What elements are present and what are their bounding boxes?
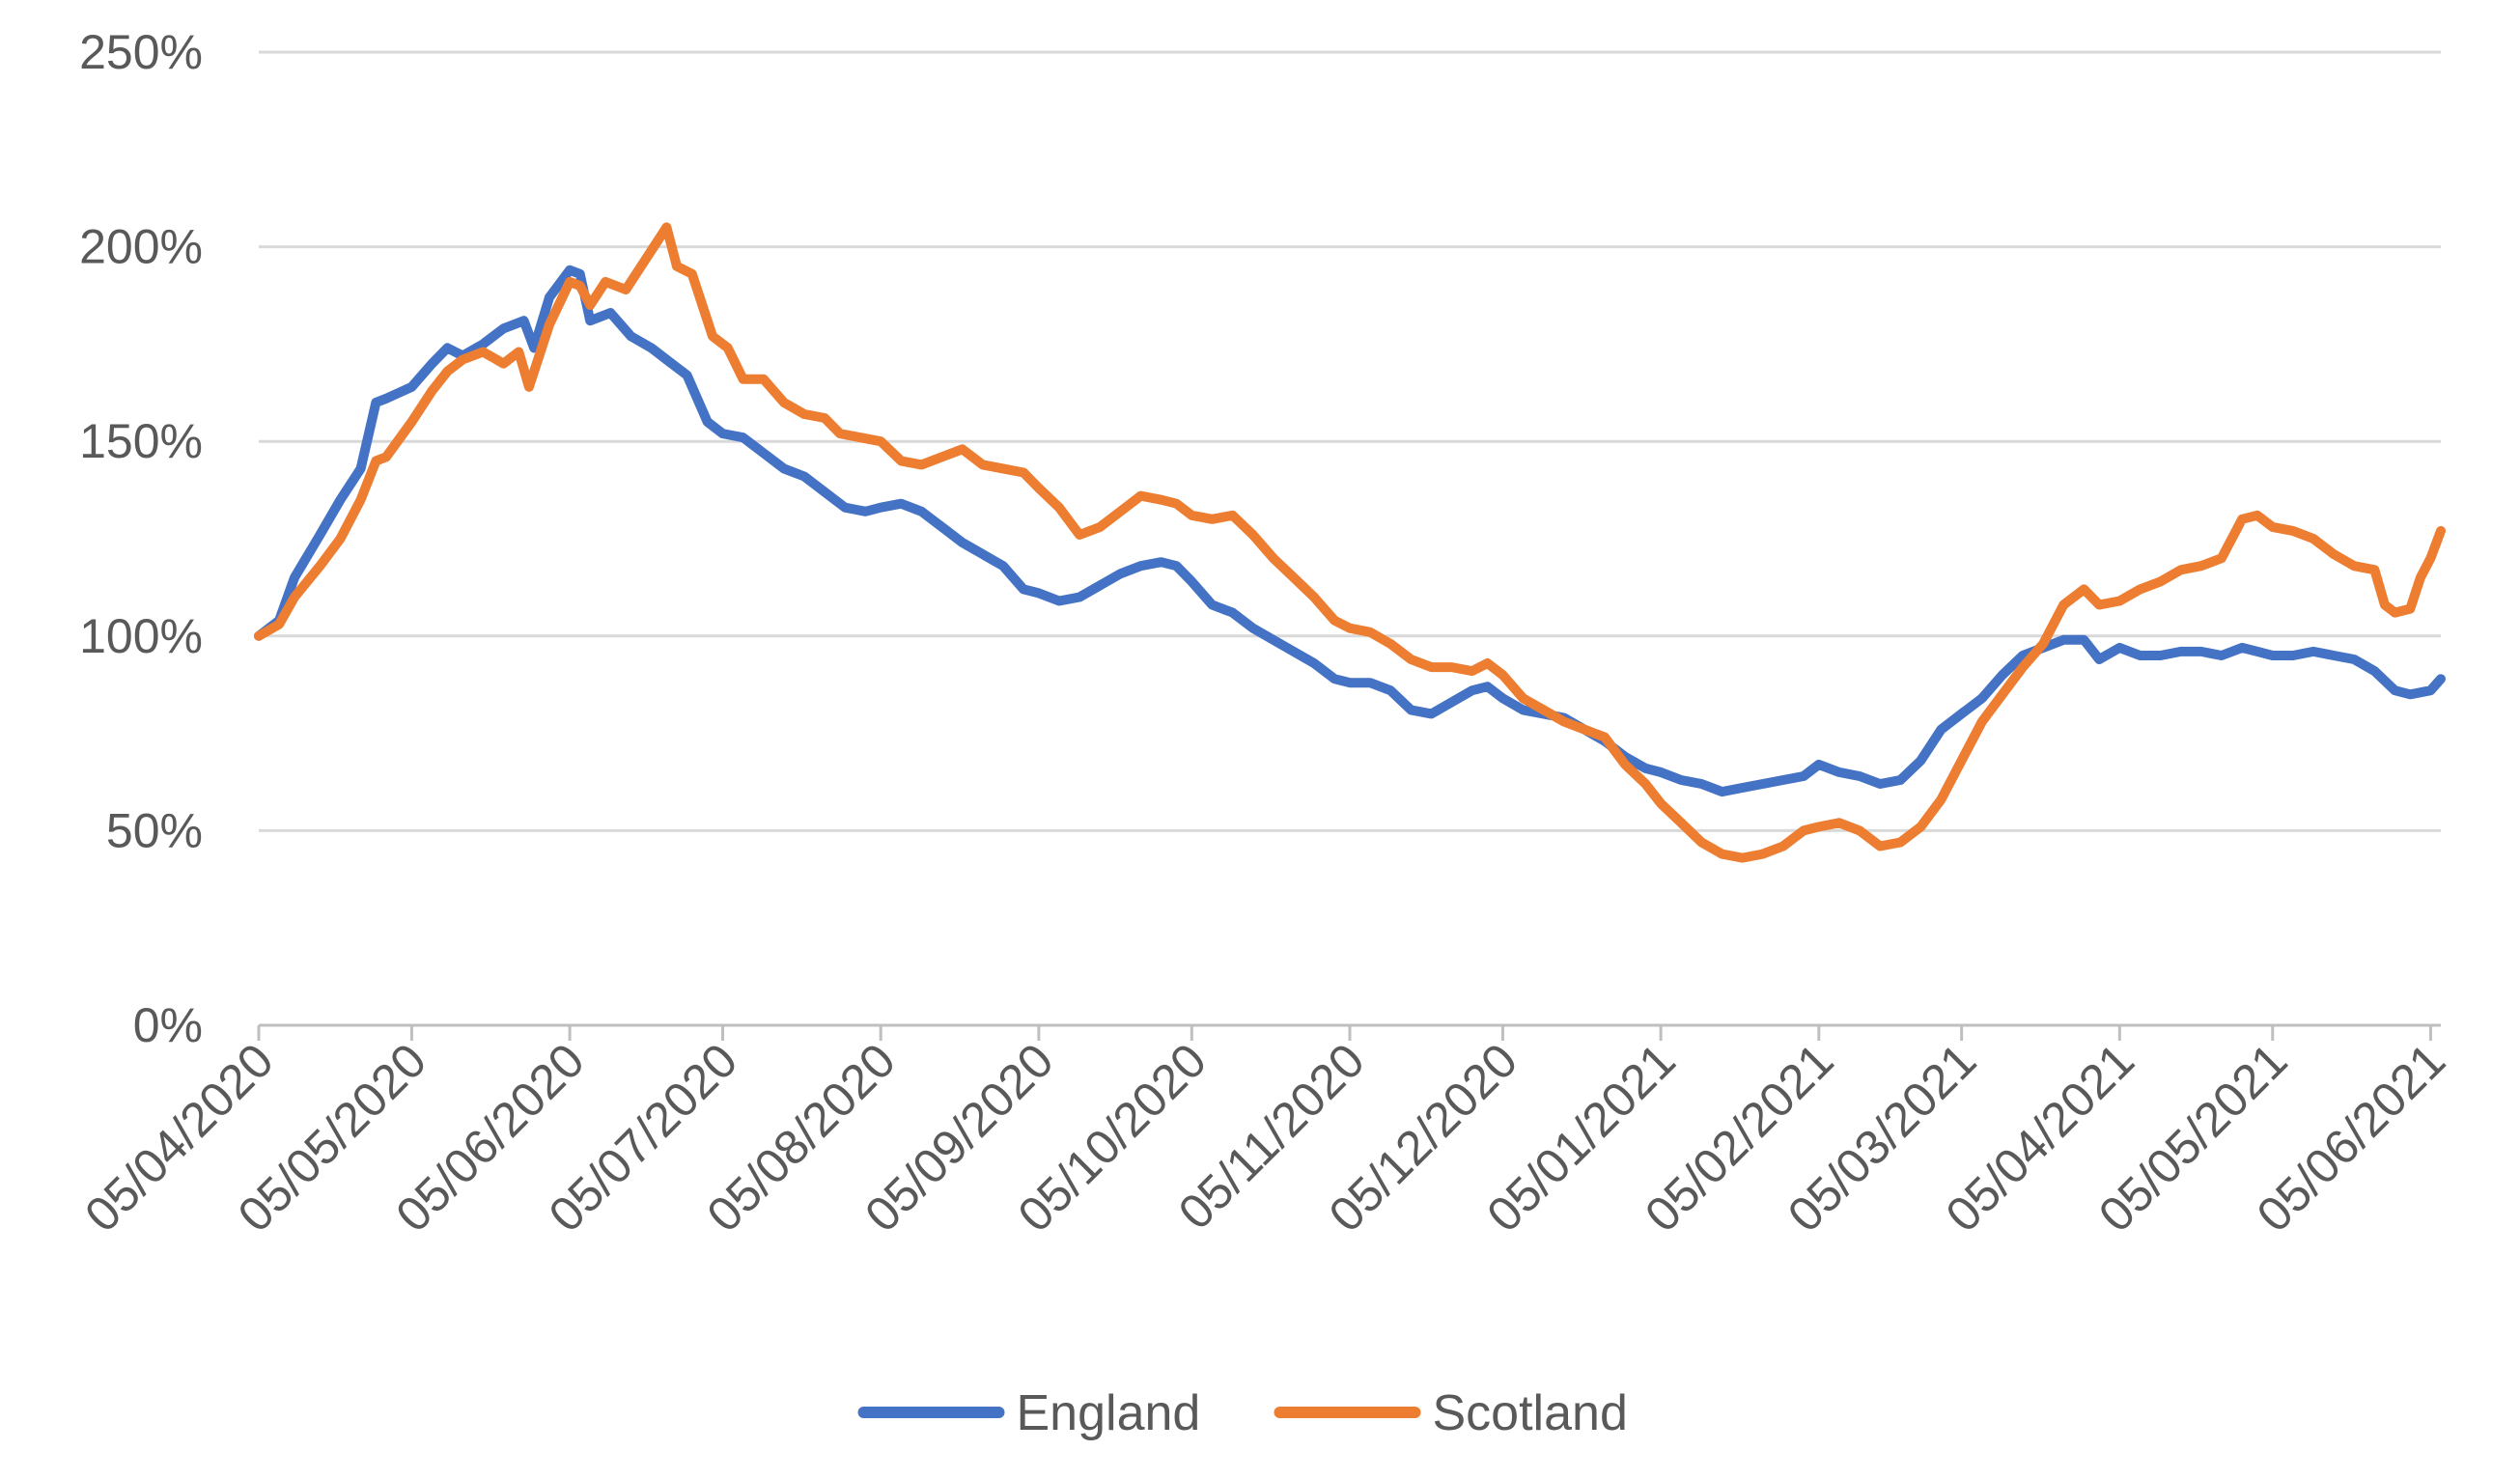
series-line-england — [254, 265, 2446, 797]
x-axis: 05/04/202005/05/202005/06/202005/07/2020… — [74, 1025, 2455, 1242]
y-tick-label: 250% — [79, 25, 203, 79]
y-tick-label: 200% — [79, 220, 203, 274]
series-line-scotland — [254, 222, 2446, 863]
legend-item-scotland: Scotland — [1274, 1385, 1628, 1441]
y-tick-label: 0% — [133, 998, 203, 1052]
y-tick-label: 50% — [106, 803, 203, 857]
gridlines — [259, 50, 2441, 1027]
y-tick-label: 150% — [79, 414, 203, 468]
legend-item-england: England — [857, 1385, 1201, 1441]
y-axis: 0% 50% 100% 150% 200% 250% — [79, 25, 203, 1052]
legend-label: England — [1017, 1385, 1201, 1441]
legend-label: Scotland — [1433, 1385, 1628, 1441]
series-lines — [254, 222, 2446, 863]
legend: England Scotland — [857, 1385, 1628, 1441]
y-tick-label: 100% — [79, 609, 203, 663]
